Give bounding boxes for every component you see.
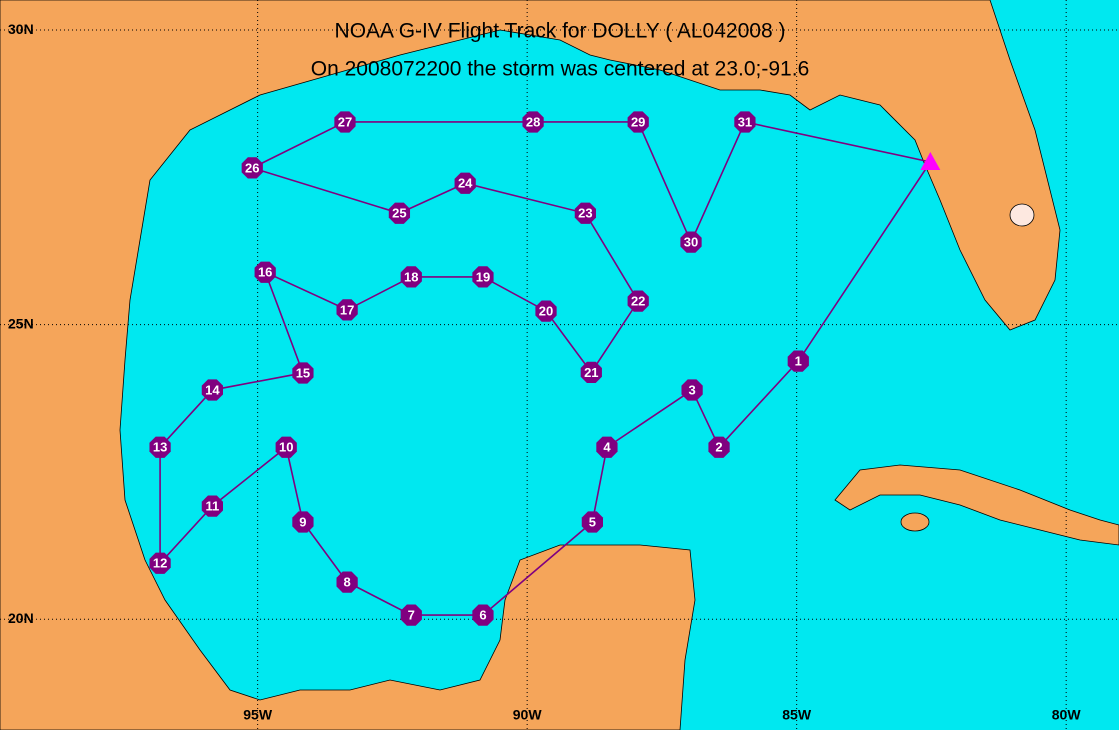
waypoint-marker xyxy=(292,362,314,384)
lat-label: 20N xyxy=(8,610,34,626)
waypoint-marker xyxy=(292,511,314,533)
waypoint-label: 18 xyxy=(404,269,418,284)
waypoint-label: 13 xyxy=(153,440,167,455)
subtitle: On 2008072200 the storm was centered at … xyxy=(311,58,810,81)
waypoint-marker xyxy=(201,379,223,401)
lon-label: 95W xyxy=(243,707,273,723)
lon-label: 80W xyxy=(1052,707,1082,723)
waypoint-label: 10 xyxy=(279,440,293,455)
waypoint-marker xyxy=(241,157,263,179)
waypoint-label: 20 xyxy=(539,304,553,319)
cuba xyxy=(834,464,1119,546)
waypoint-label: 9 xyxy=(299,514,306,529)
waypoint-marker xyxy=(275,436,297,458)
lon-label: 85W xyxy=(782,707,812,723)
waypoint-marker xyxy=(454,172,476,194)
lat-label: 25N xyxy=(8,315,34,331)
waypoint-marker xyxy=(680,231,702,253)
waypoint-label: 14 xyxy=(205,382,220,397)
waypoint-marker xyxy=(388,202,411,224)
waypoint-label: 29 xyxy=(631,114,645,129)
waypoint-label: 4 xyxy=(603,440,611,455)
lon-label: 90W xyxy=(513,707,543,723)
waypoint-label: 25 xyxy=(392,206,406,221)
waypoint-label: 19 xyxy=(476,269,490,284)
waypoint-label: 15 xyxy=(296,365,310,380)
waypoint-marker xyxy=(627,111,649,133)
waypoint-marker xyxy=(336,299,358,321)
waypoint-marker xyxy=(336,571,358,593)
waypoint-label: 5 xyxy=(589,514,596,529)
waypoint-marker xyxy=(522,111,544,133)
lake xyxy=(1009,203,1035,227)
waypoint-label: 24 xyxy=(458,176,473,191)
waypoint-label: 1 xyxy=(795,354,802,369)
waypoint-label: 2 xyxy=(715,440,722,455)
waypoint-label: 23 xyxy=(578,206,592,221)
waypoint-marker xyxy=(596,436,618,458)
waypoint-marker xyxy=(580,361,602,383)
waypoint-marker xyxy=(334,111,356,133)
waypoint-marker xyxy=(574,202,596,224)
land xyxy=(0,0,1061,730)
island xyxy=(900,512,930,532)
waypoint-label: 11 xyxy=(205,499,219,514)
waypoint-label: 22 xyxy=(631,294,645,309)
start-marker xyxy=(920,152,941,171)
waypoint-marker xyxy=(472,266,494,288)
waypoint-marker xyxy=(708,436,730,458)
waypoint-marker xyxy=(535,300,557,322)
waypoint-marker xyxy=(254,261,276,283)
waypoint-label: 16 xyxy=(258,265,272,280)
waypoint-label: 7 xyxy=(408,608,415,623)
waypoint-marker xyxy=(149,552,171,574)
waypoint-label: 30 xyxy=(684,235,698,250)
waypoint-label: 28 xyxy=(526,114,540,129)
waypoint-marker xyxy=(400,266,422,288)
waypoint-label: 6 xyxy=(479,608,486,623)
waypoint-label: 27 xyxy=(338,114,352,129)
waypoint-marker xyxy=(201,495,223,517)
waypoint-marker xyxy=(581,511,604,533)
title: NOAA G-IV Flight Track for DOLLY ( AL042… xyxy=(335,20,786,43)
waypoint-marker xyxy=(149,436,171,458)
waypoint-label: 12 xyxy=(153,556,167,571)
waypoint-marker xyxy=(472,604,494,626)
waypoint-marker xyxy=(787,350,809,372)
waypoint-label: 26 xyxy=(245,160,259,175)
lat-label: 30N xyxy=(8,21,34,37)
waypoint-label: 17 xyxy=(340,302,354,317)
waypoint-marker xyxy=(400,604,422,626)
waypoint-label: 31 xyxy=(738,114,752,129)
waypoint-label: 8 xyxy=(344,575,351,590)
waypoint-label: 3 xyxy=(688,382,695,397)
waypoint-marker xyxy=(681,379,703,401)
waypoint-marker xyxy=(734,111,756,133)
waypoint-label: 21 xyxy=(584,365,598,380)
waypoint-marker xyxy=(627,290,649,312)
